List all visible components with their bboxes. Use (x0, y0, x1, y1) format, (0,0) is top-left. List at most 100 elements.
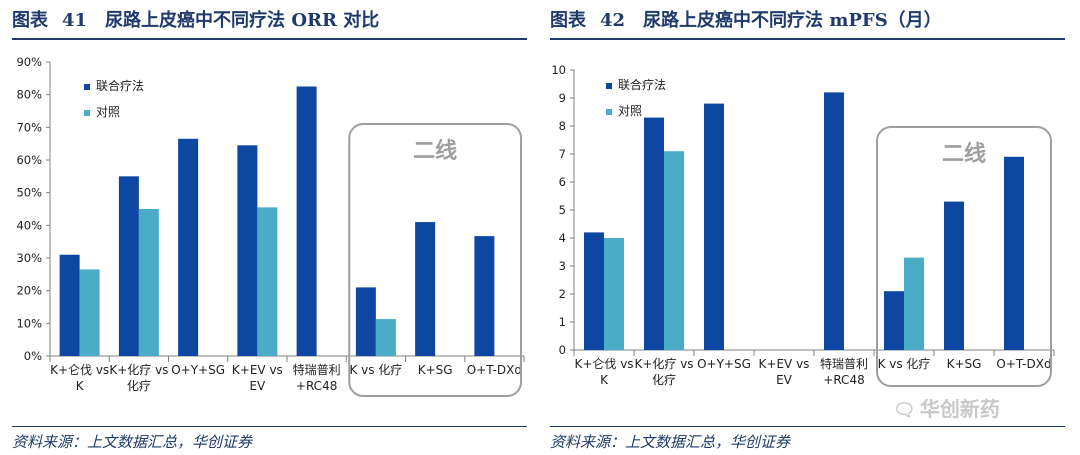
title-rule (12, 38, 527, 40)
legend-label: 联合疗法 (96, 78, 144, 93)
chart-panel-orr: 图表 41 尿路上皮癌中不同疗法 ORR 对比 0% 10% 20% 30% 40% 50% 6… (12, 0, 532, 455)
source-note: 资料来源：上文数据汇总，华创证券 (12, 433, 253, 451)
mpfs-bar-chart: 0 1 2 3 4 5 6 7 8 9 10 K+仑伐 vs K K+化疗 vs 化疗 O+Y+SG K+EV … (551, 63, 1055, 387)
legend-swatch (606, 109, 612, 115)
figure-number: 42 (600, 10, 626, 31)
y-tick-label: 5 (559, 203, 566, 217)
bar-combination (237, 145, 258, 356)
y-tick-label: 10 (551, 63, 566, 77)
x-tick-label: +RC48 (823, 373, 864, 387)
y-tick-label: 10% (16, 316, 42, 330)
x-tick-label: EV (776, 373, 793, 387)
x-tick-label: O+T-DXd (996, 357, 1051, 371)
highlight-label: 二线 (413, 138, 457, 164)
bar-combination (296, 86, 317, 356)
figure-title-text: 尿路上皮癌中不同疗法 mPFS（月） (643, 10, 942, 31)
bar-combination (1004, 156, 1024, 350)
x-tick-label: K+SG (947, 357, 982, 371)
bar-control (664, 151, 684, 350)
x-tick-label: K (600, 373, 609, 387)
y-tick-label: 9 (559, 91, 566, 105)
legend-label: 对照 (618, 104, 642, 118)
figure-label: 图表 (550, 10, 586, 31)
y-tick-label: 8 (559, 119, 566, 133)
bar-combination (474, 236, 495, 356)
bar-control (138, 209, 159, 356)
x-tick-label: O+Y+SG (697, 357, 751, 371)
legend-swatch (84, 110, 90, 116)
y-tick-label: 70% (16, 120, 42, 134)
bar-control (257, 207, 278, 356)
chart-panel-mpfs: 图表 42 尿路上皮癌中不同疗法 mPFS（月） 0 1 2 3 4 5 6 7 8 9 10 K+仑伐 … (550, 0, 1070, 455)
figure-number: 41 (62, 10, 88, 31)
y-tick-label: 90% (16, 55, 42, 69)
x-tick-label: 化疗 (652, 373, 676, 387)
x-tick-label: 化疗 (127, 379, 151, 393)
y-tick-label: 80% (16, 88, 42, 102)
highlight-frame (348, 123, 522, 397)
orr-bar-chart: 0% 10% 20% 30% 40% 50% 60% 70% 80% 90% K+仑伐 vs K K+化… (16, 55, 525, 397)
bar-combination (704, 103, 724, 350)
y-tick-label: 6 (559, 175, 566, 189)
figure-title-text: 尿路上皮癌中不同疗法 ORR 对比 (105, 10, 380, 31)
bar-combination (118, 176, 139, 356)
source-note: 资料来源：上文数据汇总，华创证券 (550, 433, 791, 451)
x-tick-label: K vs 化疗 (878, 357, 931, 371)
bar-combination (178, 138, 199, 356)
source-rule (550, 426, 1065, 427)
figure-label: 图表 (12, 10, 48, 31)
x-tick-label: O+T-DXd (467, 363, 522, 377)
y-tick-label: 50% (16, 186, 42, 200)
bar-combination (644, 117, 664, 350)
bar-combination (59, 254, 80, 356)
x-tick-label: K+化疗 vs (109, 363, 168, 377)
x-tick-label: 特瑞普利 (820, 356, 868, 371)
bar-control (604, 238, 624, 350)
x-tick-label: K+化疗 vs (634, 357, 693, 371)
figure-title: 图表 42 尿路上皮癌中不同疗法 mPFS（月） (550, 6, 942, 32)
y-tick-label: 1 (559, 315, 566, 329)
y-tick-label: 2 (559, 287, 566, 301)
title-rule (550, 38, 1065, 40)
y-tick-label: 30% (16, 251, 42, 265)
highlight-frame (876, 126, 1052, 387)
bar-combination (824, 92, 844, 351)
legend-label: 联合疗法 (618, 77, 666, 92)
x-tick-label: 特瑞普利 (293, 362, 341, 377)
watermark-text: 华创新药 (919, 397, 1000, 421)
bar-combination (415, 222, 436, 356)
bar-control (904, 257, 924, 350)
y-tick-label: 4 (559, 231, 566, 245)
y-tick-label: 7 (559, 147, 566, 161)
y-tick-label: 0 (559, 343, 566, 357)
figure-title: 图表 41 尿路上皮癌中不同疗法 ORR 对比 (12, 6, 379, 32)
highlight-label: 二线 (942, 141, 986, 167)
bar-combination (944, 201, 964, 350)
x-tick-label: +RC48 (296, 379, 337, 393)
x-tick-label: K+仑伐 vs (574, 357, 633, 371)
x-tick-label: K+仑伐 vs (50, 363, 109, 377)
x-tick-label: EV (249, 379, 266, 393)
x-tick-label: K+EV vs (232, 363, 283, 377)
bar-control (375, 319, 396, 356)
x-tick-label: K vs 化疗 (349, 363, 402, 377)
y-tick-label: 0% (24, 349, 42, 363)
x-tick-label: K+EV vs (759, 357, 810, 371)
x-tick-label: K+SG (418, 363, 453, 377)
watermark: 🗨 华创新药 (893, 393, 1000, 422)
y-tick-label: 3 (559, 259, 566, 273)
legend-swatch (606, 83, 612, 89)
x-tick-label: K (76, 379, 85, 393)
y-tick-label: 20% (16, 284, 42, 298)
bar-combination (584, 232, 604, 350)
bar-combination (355, 287, 376, 356)
legend-swatch (84, 84, 90, 90)
x-tick-label: O+Y+SG (171, 363, 225, 377)
y-tick-label: 60% (16, 153, 42, 167)
wechat-icon: 🗨 (893, 400, 916, 421)
y-tick-label: 40% (16, 218, 42, 232)
legend-label: 对照 (96, 105, 120, 119)
source-rule (12, 426, 527, 427)
bar-control (79, 269, 100, 356)
bar-combination (884, 291, 904, 350)
